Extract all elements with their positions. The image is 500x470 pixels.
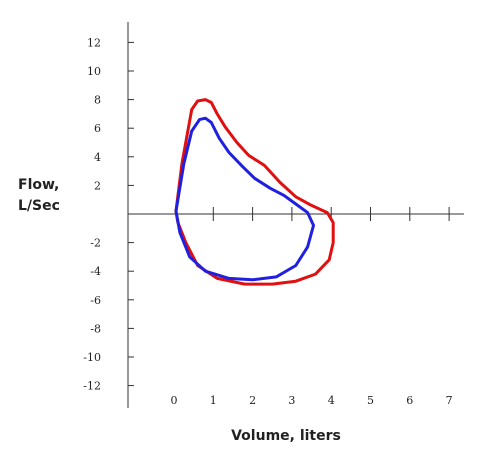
x-tick-group: 0 1 2 3 4 5 6 7 <box>171 207 453 407</box>
x-tick-label: 6 <box>406 394 413 407</box>
x-tick-label: 3 <box>288 394 295 407</box>
y-axis-title-line-1: Flow, <box>18 177 59 193</box>
y-tick-label: -10 <box>83 351 101 364</box>
x-tick-label: 0 <box>171 394 178 407</box>
flow-volume-loop-2 <box>174 116 315 282</box>
y-tick-group: 12 10 8 6 4 2 -2 -4 -6 -8 -10 -12 <box>83 36 134 393</box>
y-tick-label: -4 <box>90 265 101 278</box>
x-tick-label: 7 <box>446 394 453 407</box>
y-tick-label: 10 <box>87 65 101 78</box>
y-tick-label: -6 <box>90 294 101 307</box>
x-tick-label: 1 <box>210 394 217 407</box>
y-tick-label: -2 <box>90 237 101 250</box>
y-tick-label: 8 <box>94 94 101 107</box>
x-tick-label: 4 <box>328 394 335 407</box>
y-tick-label: 6 <box>94 122 101 135</box>
x-tick-label: 5 <box>367 394 374 407</box>
y-tick-label: 4 <box>94 151 101 164</box>
y-axis-title-line-2: L/Sec <box>18 198 60 214</box>
x-tick-label: 2 <box>249 394 256 407</box>
x-axis-title: Volume, liters <box>231 428 341 444</box>
y-tick-label: -12 <box>83 380 101 393</box>
flow-volume-loop-1 <box>174 98 335 286</box>
y-tick-label: -8 <box>90 322 101 335</box>
series-group <box>174 98 335 286</box>
y-tick-label: 12 <box>87 36 101 49</box>
y-tick-label: 2 <box>94 179 101 192</box>
